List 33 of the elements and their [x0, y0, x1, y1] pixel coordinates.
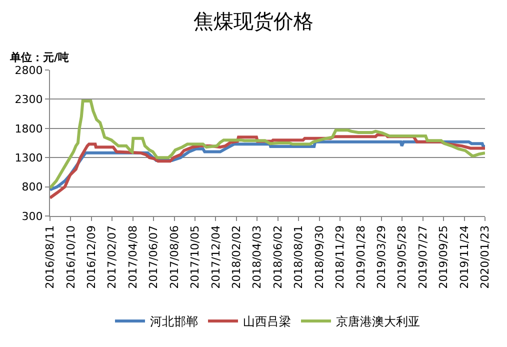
- x-tick-label: 2018/02/02: [230, 225, 244, 289]
- y-tick-label: 2300: [14, 93, 43, 106]
- x-tick-label: 2017/02/07: [106, 225, 119, 289]
- x-tick-label: 2016/12/09: [85, 225, 98, 289]
- x-tick-label: 2016/10/10: [64, 225, 78, 289]
- legend-label: 河北邯郸: [150, 314, 198, 329]
- x-tick-label: 2018/09/30: [312, 225, 326, 289]
- legend-label: 山西吕梁: [243, 314, 291, 329]
- y-axis-title: 单位：元/吨: [9, 51, 70, 64]
- x-tick-label: 2019/03/29: [375, 225, 388, 289]
- x-tick-label: 2018/06/02: [271, 225, 284, 289]
- x-tick-label: 2019/01/28: [354, 225, 368, 289]
- x-tick-label: 2019/09/25: [437, 225, 450, 289]
- y-tick-label: 800: [22, 180, 43, 194]
- legend-label: 京唐港澳大利亚: [336, 314, 420, 329]
- x-tick-label: 2017/12/04: [209, 225, 222, 289]
- x-tick-label: 2017/08/06: [168, 225, 181, 289]
- x-tick-label: 2018/04/03: [250, 225, 264, 289]
- x-tick-label: 2019/07/27: [416, 225, 430, 289]
- x-tick-label: 2017/10/05: [188, 225, 202, 289]
- x-tick-label: 2016/08/11: [44, 225, 57, 289]
- y-tick-label: 300: [22, 210, 43, 223]
- chart-title: 焦煤现货价格: [194, 8, 314, 33]
- x-tick-label: 2019/05/28: [396, 225, 409, 289]
- y-tick-label: 1300: [14, 151, 43, 164]
- y-tick-label: 1800: [14, 122, 43, 136]
- x-tick-label: 2019/11/24: [458, 225, 471, 289]
- x-tick-label: 2018/11/29: [334, 225, 347, 289]
- x-tick-label: 2020/01/23: [478, 225, 492, 289]
- x-tick-label: 2017/06/07: [147, 225, 160, 289]
- x-tick-label: 2018/08/01: [292, 225, 306, 289]
- x-tick-label: 2017/04/08: [126, 225, 140, 289]
- y-tick-label: 2800: [14, 64, 43, 77]
